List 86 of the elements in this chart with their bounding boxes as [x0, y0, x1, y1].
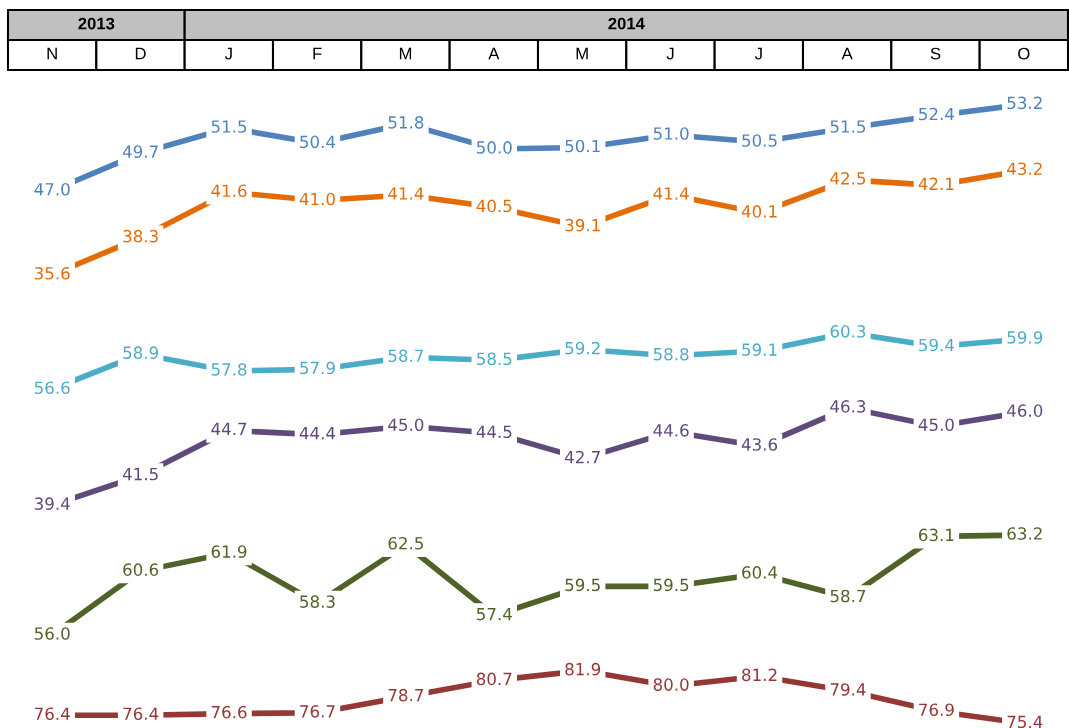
data-label: 51.5	[211, 120, 247, 133]
data-label: 62.5	[388, 536, 423, 550]
data-label: 46.3	[830, 400, 866, 413]
data-label: 58.7	[388, 349, 424, 363]
data-label: 47.0	[34, 182, 70, 196]
data-label: 81.2	[742, 668, 777, 682]
data-label: 76.7	[300, 705, 335, 718]
data-label: 44.5	[476, 425, 512, 439]
data-label: 78.7	[388, 688, 424, 702]
data-label: 53.2	[1007, 96, 1042, 110]
data-label: 50.4	[300, 135, 336, 149]
data-label: 43.2	[1007, 162, 1042, 176]
data-label: 80.7	[476, 672, 512, 686]
data-label: 42.5	[830, 172, 866, 185]
data-label: 79.4	[830, 683, 866, 696]
data-label: 58.8	[653, 347, 689, 361]
data-label: 42.1	[918, 177, 954, 190]
data-label: 39.4	[34, 497, 70, 510]
data-label: 41.4	[388, 187, 424, 200]
data-label: 76.4	[123, 707, 159, 721]
x-tick-label: A	[841, 47, 853, 60]
data-label: 41.6	[211, 184, 247, 198]
data-label: 63.1	[918, 528, 954, 542]
data-label: 60.4	[742, 566, 778, 579]
data-label: 46.0	[1007, 404, 1043, 417]
data-label: 35.6	[34, 267, 70, 280]
x-tick-label: S	[930, 47, 941, 60]
data-label: 40.5	[476, 199, 512, 213]
data-label: 38.3	[123, 229, 158, 243]
data-label: 58.3	[300, 595, 335, 608]
data-label: 76.6	[211, 705, 247, 719]
x-tick-label: J	[666, 47, 674, 60]
data-label: 56.0	[34, 627, 70, 640]
data-label: 59.9	[1007, 331, 1043, 344]
x-tick-label: O	[1018, 47, 1030, 60]
data-label: 44.4	[299, 427, 336, 440]
data-label: 44.6	[653, 424, 689, 437]
x-tick-label: N	[47, 47, 57, 60]
data-label: 39.1	[565, 218, 600, 232]
data-label: 76.9	[919, 703, 954, 717]
data-label: 44.7	[211, 422, 247, 436]
data-label: 60.6	[123, 563, 159, 576]
x-tick-label: F	[313, 47, 322, 60]
data-label: 59.2	[565, 341, 600, 355]
data-label: 51.0	[653, 127, 689, 140]
data-label: 41.0	[299, 192, 335, 206]
data-label: 52.4	[919, 107, 954, 121]
text: 2013	[78, 17, 115, 30]
data-label: 59.5	[565, 578, 600, 592]
data-label: 56.6	[34, 381, 70, 395]
text: 2014	[608, 17, 645, 30]
data-label: 60.3	[830, 325, 866, 338]
data-label: 41.5	[122, 467, 158, 481]
data-label: 58.9	[123, 346, 159, 359]
x-tick-label: J	[754, 47, 762, 60]
data-label: 51.5	[830, 120, 866, 133]
data-label: 49.7	[122, 145, 158, 158]
data-label: 59.4	[919, 338, 954, 352]
data-label: 50.1	[565, 139, 600, 153]
x-tick-label: A	[488, 47, 500, 60]
data-label: 59.1	[742, 343, 777, 356]
x-tick-label: M	[576, 47, 588, 60]
data-label: 58.7	[830, 589, 866, 603]
data-label: 50.5	[742, 134, 777, 147]
data-label: 57.9	[300, 361, 335, 375]
data-label: 81.9	[565, 662, 601, 676]
x-tick-label: J	[224, 47, 232, 60]
data-label: 57.4	[477, 608, 512, 621]
data-label: 57.8	[211, 363, 247, 376]
data-label: 61.9	[211, 545, 247, 558]
data-label: 76.4	[35, 707, 70, 721]
data-label: 40.1	[741, 205, 777, 218]
data-label: 50.0	[477, 141, 512, 154]
data-label: 75.4	[1007, 715, 1043, 728]
data-label: 63.2	[1007, 527, 1042, 540]
data-label: 43.6	[741, 438, 778, 451]
data-label: 45.0	[388, 418, 424, 432]
data-label: 42.7	[564, 450, 600, 464]
data-label: 80.0	[653, 678, 689, 691]
data-label: 51.8	[388, 116, 424, 129]
data-label: 59.5	[653, 578, 689, 592]
data-label: 41.4	[653, 187, 689, 200]
x-tick-label: D	[135, 47, 146, 60]
data-label: 58.5	[477, 352, 512, 366]
data-label: 45.0	[918, 418, 954, 432]
x-tick-label: M	[399, 47, 412, 60]
